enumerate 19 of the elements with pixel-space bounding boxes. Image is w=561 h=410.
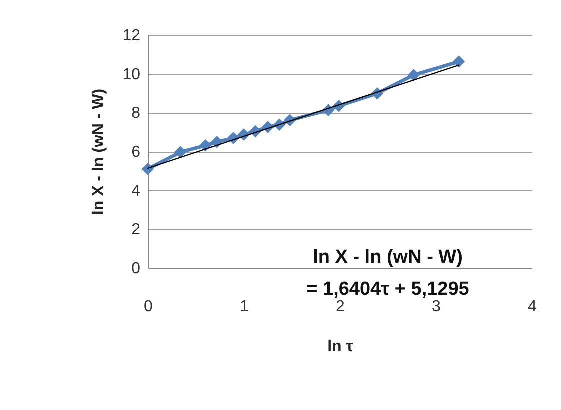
point <box>199 140 212 152</box>
y-tick-label: 6 <box>132 144 141 161</box>
annotation: ln X - ln (wN - W) = 1,6404τ + 5,1295 <box>306 247 470 300</box>
y-tick-label: 0 <box>132 260 141 278</box>
y-tick-label: 8 <box>132 105 141 122</box>
x-tick-label: 2 <box>336 298 346 316</box>
point <box>452 56 466 68</box>
y-tick-label: 12 <box>122 28 141 44</box>
y-axis-title: ln X - ln (wN - W) <box>90 88 108 216</box>
y-tick-label: 10 <box>122 66 141 84</box>
point <box>408 69 420 82</box>
y-tick-label: 2 <box>132 222 141 239</box>
x-tick-label: 4 <box>528 298 538 316</box>
x-tick-label: 3 <box>432 298 442 316</box>
x-tick-label: 0 <box>144 298 154 316</box>
y-tick-label: 4 <box>132 182 141 200</box>
x-tick-label: 1 <box>240 298 250 316</box>
point <box>174 146 187 158</box>
x-axis-title: ln τ <box>328 338 354 356</box>
